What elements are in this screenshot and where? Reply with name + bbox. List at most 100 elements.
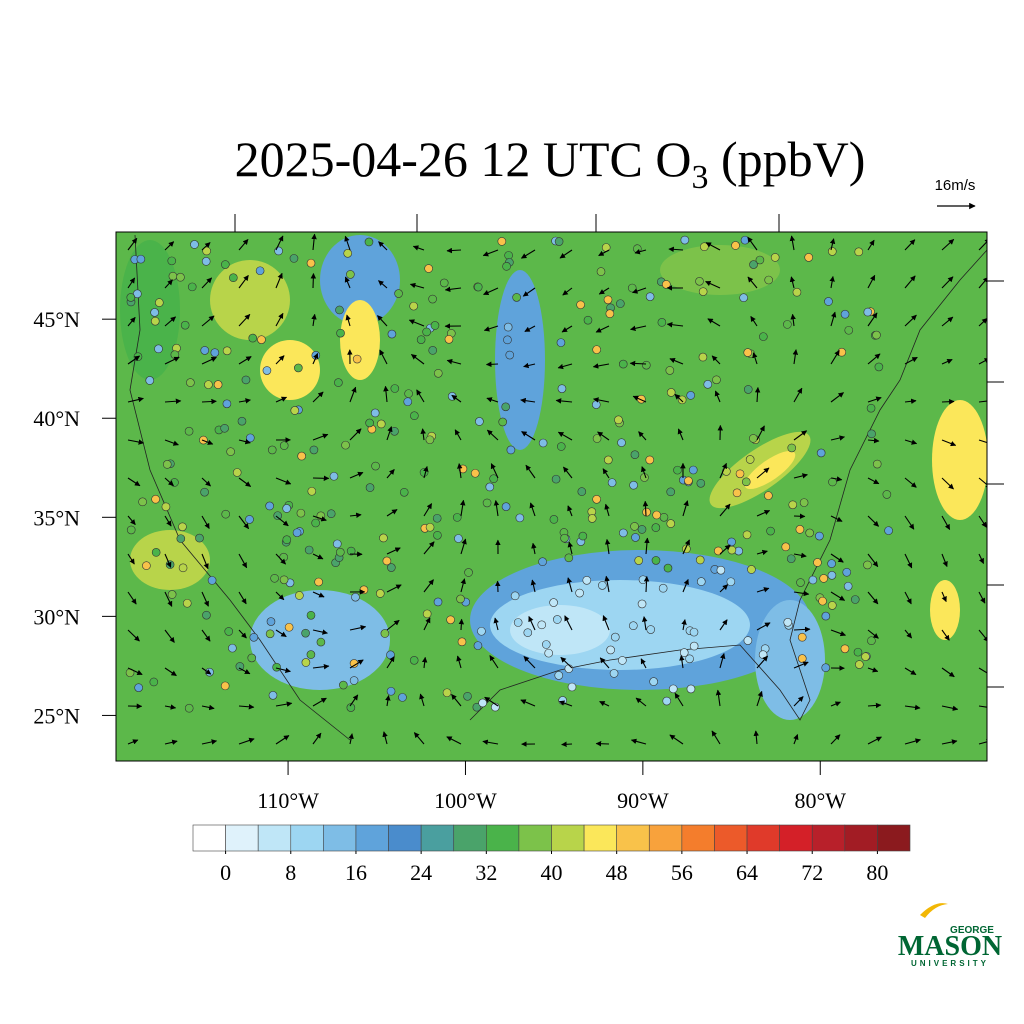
wind-arrow xyxy=(867,515,879,527)
station xyxy=(433,597,443,607)
station xyxy=(442,688,452,698)
station xyxy=(874,362,884,372)
wind-arrow xyxy=(756,587,770,593)
wind-arrow xyxy=(446,358,462,365)
wind-arrow xyxy=(238,704,255,710)
wind-arrow xyxy=(978,739,987,745)
wind-arrow xyxy=(978,667,987,677)
wind-arrow xyxy=(789,235,796,251)
lon-label: 90°W xyxy=(617,788,669,813)
station xyxy=(603,295,613,305)
station xyxy=(170,478,179,487)
station xyxy=(425,435,435,445)
wind-arrow xyxy=(412,245,425,251)
station xyxy=(428,346,438,355)
wind-arrow xyxy=(493,499,500,517)
wind-arrow xyxy=(385,695,391,707)
colorbar-box xyxy=(681,824,715,852)
wind-arrow xyxy=(529,502,536,517)
lat-label: 25°N xyxy=(33,703,80,728)
station xyxy=(184,426,194,436)
wind-arrow xyxy=(164,515,172,527)
wind-arrow xyxy=(420,428,426,441)
wind-arrow xyxy=(829,238,836,251)
wind-arrow xyxy=(493,617,499,631)
station xyxy=(394,289,403,298)
station xyxy=(842,567,852,577)
station xyxy=(596,267,606,276)
station xyxy=(666,487,676,497)
station xyxy=(186,378,195,387)
station xyxy=(176,272,185,282)
station xyxy=(592,494,601,504)
wind-arrow xyxy=(444,286,462,293)
station xyxy=(592,434,602,443)
station xyxy=(149,677,159,687)
station xyxy=(662,280,671,289)
station xyxy=(788,500,798,510)
wind-arrow xyxy=(483,287,499,296)
wind-arrow xyxy=(629,360,647,367)
wind-arrow xyxy=(386,469,395,479)
station xyxy=(609,669,619,678)
wind-arrow xyxy=(522,287,536,297)
station xyxy=(422,609,432,619)
wind-arrow xyxy=(562,287,573,296)
station xyxy=(510,591,520,601)
station xyxy=(182,598,192,608)
wind-arrow xyxy=(484,696,499,707)
station xyxy=(882,490,892,499)
station xyxy=(270,573,279,583)
station xyxy=(425,522,435,532)
wind-arrow xyxy=(682,539,690,555)
wind-arrow xyxy=(127,553,135,565)
wind-arrow xyxy=(378,241,388,251)
station xyxy=(821,611,831,621)
station xyxy=(637,525,647,534)
wind-arrow xyxy=(674,393,684,403)
station xyxy=(178,522,187,532)
wind-arrow xyxy=(386,426,393,441)
station xyxy=(207,576,217,585)
wind-arrow xyxy=(668,246,684,253)
station xyxy=(410,411,419,421)
station xyxy=(630,450,640,460)
station xyxy=(799,498,809,507)
wind-arrow xyxy=(460,578,466,593)
wind-arrow xyxy=(523,656,536,669)
wind-arrow xyxy=(349,386,357,403)
wind-arrow xyxy=(164,629,175,643)
station xyxy=(503,322,513,332)
wind-arrow xyxy=(454,429,462,441)
station xyxy=(797,632,807,642)
wind-arrow xyxy=(238,553,248,569)
station xyxy=(284,622,294,632)
wind-arrow xyxy=(978,515,987,528)
station xyxy=(452,513,462,522)
station xyxy=(228,643,237,653)
station xyxy=(523,628,533,637)
wind-arrow xyxy=(386,547,401,555)
station xyxy=(456,594,465,604)
station xyxy=(666,519,676,528)
station xyxy=(478,698,487,708)
station xyxy=(843,581,853,591)
station xyxy=(178,563,188,573)
wind-arrow xyxy=(793,387,803,403)
wind-arrow xyxy=(561,741,573,748)
station xyxy=(162,460,172,469)
wind-arrow xyxy=(566,577,573,593)
wind-arrow xyxy=(524,325,536,333)
station xyxy=(248,333,258,343)
station xyxy=(818,596,827,606)
wind-arrow xyxy=(312,663,330,670)
wind-arrow xyxy=(238,274,249,289)
station xyxy=(433,368,443,378)
wind-arrow xyxy=(559,249,573,259)
station xyxy=(247,653,257,663)
wind-arrow xyxy=(164,279,173,289)
wind-arrow xyxy=(750,315,758,327)
station xyxy=(745,455,755,464)
station xyxy=(376,419,386,429)
wind-arrow xyxy=(707,318,721,327)
